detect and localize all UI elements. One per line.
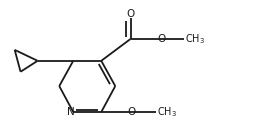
Text: CH$_3$: CH$_3$ bbox=[157, 105, 177, 119]
Text: O: O bbox=[126, 9, 135, 19]
Text: N: N bbox=[67, 107, 75, 117]
Text: O: O bbox=[128, 107, 136, 117]
Text: O: O bbox=[157, 34, 165, 44]
Text: CH$_3$: CH$_3$ bbox=[185, 32, 205, 46]
